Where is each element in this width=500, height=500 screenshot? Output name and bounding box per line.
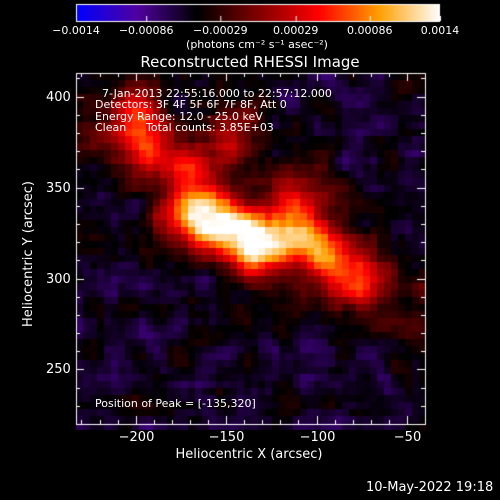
method-annotation: Clean xyxy=(95,121,127,134)
y-axis-label: Heliocentric Y (arcsec) xyxy=(21,181,36,327)
x-tick-label: −50 xyxy=(393,430,422,445)
x-tick-label: −150 xyxy=(208,430,245,445)
y-tick-label: 400 xyxy=(46,89,71,105)
colorbar-tick-label: 0.0014 xyxy=(420,24,460,37)
colorbar-tick-label: −0.00086 xyxy=(118,24,174,37)
detectors-annotation: Detectors: 3F 4F 5F 6F 7F 8F, Att 0 xyxy=(95,98,287,111)
y-tick-label: 300 xyxy=(46,271,71,287)
x-tick-label: −100 xyxy=(299,430,336,445)
x-axis-label: Heliocentric X (arcsec) xyxy=(175,447,323,462)
colorbar-tick-label: 0.00086 xyxy=(347,24,393,37)
colorbar-tick-label: −0.00029 xyxy=(192,24,248,37)
y-tick-label: 250 xyxy=(46,361,71,377)
colorbar-unit-label: (photons cm⁻² s⁻¹ asec⁻²) xyxy=(186,38,328,51)
x-tick-label: −200 xyxy=(118,430,155,445)
energy-range-annotation: Energy Range: 12.0 - 25.0 keV xyxy=(95,110,263,123)
time-range-annotation: 7-Jan-2013 22:55:16.000 to 22:57:12.000 xyxy=(102,87,332,100)
y-tick-label: 350 xyxy=(46,180,71,196)
timestamp: 10-May-2022 19:18 xyxy=(366,480,494,495)
chart-title: Reconstructed RHESSI Image xyxy=(140,53,360,71)
colorbar-tick-label: 0.00029 xyxy=(272,24,319,37)
total-counts-annotation: Total counts: 3.85E+03 xyxy=(146,121,274,134)
colorbar-tick-label: −0.0014 xyxy=(52,24,100,37)
peak-position-annotation: Position of Peak = [-135,320] xyxy=(95,397,256,410)
